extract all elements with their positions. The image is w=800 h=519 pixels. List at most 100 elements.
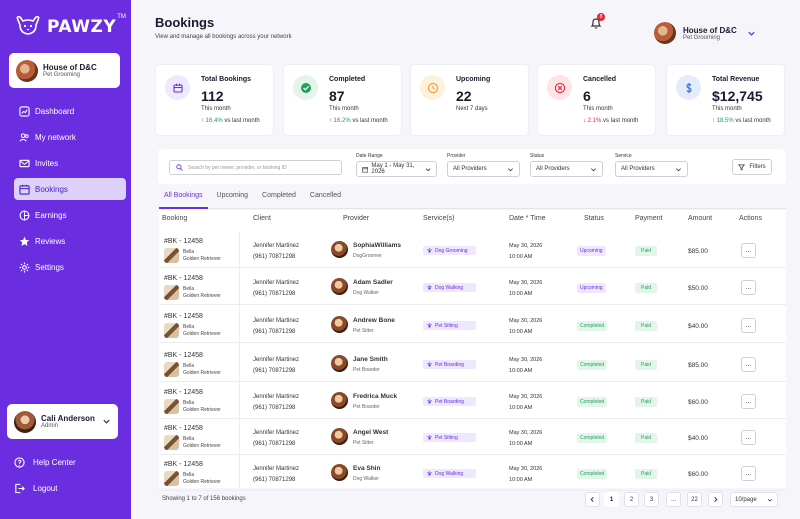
trademark: TM <box>117 14 126 20</box>
sidebar-item-earnings[interactable]: Earnings <box>14 204 126 226</box>
status-badge: Completed <box>577 433 608 443</box>
provider-name[interactable]: Fredrica Muck <box>353 393 398 400</box>
pet-info: Bella Golden Retriever <box>164 435 221 450</box>
page-button-2[interactable]: 2 <box>624 492 639 507</box>
header-org-avatar <box>654 22 676 44</box>
row-actions-button[interactable]: ... <box>741 280 756 295</box>
table-row[interactable]: #BK - 12458 Bella Golden Retriever Jennifer… <box>159 232 786 268</box>
table-row[interactable]: #BK - 12458 Bella Golden Retriever Jennifer… <box>159 419 786 455</box>
notifications-button[interactable]: 8 <box>590 13 605 30</box>
org-avatar <box>16 59 38 82</box>
search-placeholder: Search by pet owner, provider, or bookin… <box>188 164 287 171</box>
provider-select[interactable]: All Providers <box>447 161 520 177</box>
service-select[interactable]: All Providers <box>615 161 688 177</box>
sidebar: PAWZY TM House of D&C Pet Grooming Dashb… <box>0 0 131 519</box>
service-tag: Pet Sitting <box>423 433 476 442</box>
booking-id[interactable]: #BK - 12458 <box>164 313 203 320</box>
booking-id[interactable]: #BK - 12458 <box>164 461 203 468</box>
table-row[interactable]: #BK - 12458 Bella Golden Retriever Jennifer… <box>159 346 786 382</box>
booking-id[interactable]: #BK - 12458 <box>164 352 203 359</box>
provider-role: Pet Boarder <box>353 404 380 410</box>
row-actions-button[interactable]: ... <box>741 394 756 409</box>
booking-time: 10:00 AM <box>509 441 533 447</box>
user-name: Cali Anderson <box>41 414 95 423</box>
provider-avatar <box>331 355 348 372</box>
trend-arrow-icon: ↑ <box>329 118 334 124</box>
header-org-switcher[interactable]: House of D&C Pet Grooming <box>654 22 756 44</box>
sidebar-item-settings[interactable]: Settings <box>14 256 126 278</box>
table-row[interactable]: #BK - 12458 Bella Golden Retriever Jennifer… <box>159 383 786 419</box>
row-actions-button[interactable]: ... <box>741 466 756 481</box>
paw-icon <box>427 435 432 440</box>
booking-date: May 30, 2026 <box>509 430 543 436</box>
date-range-select[interactable]: May 1 - May 31, 2026 <box>356 161 437 177</box>
provider-name[interactable]: Andrew Bone <box>353 317 395 324</box>
booking-id[interactable]: #BK - 12458 <box>164 275 203 282</box>
sidebar-item-label: Earnings <box>35 210 67 220</box>
row-actions-button[interactable]: ... <box>741 357 756 372</box>
stat-value: $12,745 <box>712 88 763 104</box>
booking-id[interactable]: #BK - 12458 <box>164 238 203 245</box>
search-input[interactable]: Search by pet owner, provider, or bookin… <box>169 160 342 175</box>
status-filter: Status All Providers <box>530 153 603 177</box>
provider-name[interactable]: Angel West <box>353 429 389 436</box>
header-org-name: House of D&C <box>683 25 737 35</box>
row-actions-button[interactable]: ... <box>741 430 756 445</box>
help-center-label: Help Center <box>33 458 76 467</box>
provider-avatar <box>331 392 348 409</box>
client-phone: (961) 70871298 <box>253 329 296 335</box>
filter-bar: Search by pet owner, provider, or bookin… <box>158 149 786 184</box>
filters-button[interactable]: Filters <box>732 159 772 175</box>
logo[interactable]: PAWZY TM <box>14 14 126 38</box>
prev-page-button[interactable] <box>585 492 600 507</box>
client-name: Jennifer Martinez <box>253 357 300 363</box>
logout-link[interactable]: Logout <box>14 483 57 494</box>
service-filter: Service All Providers <box>615 153 688 177</box>
col-header-payment: Payment <box>635 215 663 222</box>
booking-tabs: All Bookings Upcoming Completed Cancelle… <box>159 190 786 209</box>
org-type: Pet Grooming <box>43 72 81 78</box>
pet-photo <box>164 248 179 263</box>
help-center-link[interactable]: Help Center <box>14 457 76 468</box>
table-row[interactable]: #BK - 12458 Bella Golden Retriever Jennifer… <box>159 455 786 491</box>
sidebar-item-bookings[interactable]: Bookings <box>14 178 126 200</box>
sidebar-item-my-network[interactable]: My network <box>14 126 126 148</box>
table-row[interactable]: #BK - 12458 Bella Golden Retriever Jennifer… <box>159 269 786 305</box>
notification-badge: 8 <box>597 13 605 21</box>
chevron-down-icon[interactable] <box>102 417 111 426</box>
stat-value: 22 <box>456 88 472 104</box>
date-range-label: Date Range <box>356 153 383 159</box>
table-row[interactable]: #BK - 12458 Bella Golden Retriever Jennifer… <box>159 307 786 343</box>
page-button-3[interactable]: 3 <box>644 492 659 507</box>
row-actions-button[interactable]: ... <box>741 318 756 333</box>
sidebar-item-invites[interactable]: Invites <box>14 152 126 174</box>
tab-cancelled[interactable]: Cancelled <box>309 192 342 199</box>
paw-icon <box>427 285 432 290</box>
sidebar-item-reviews[interactable]: Reviews <box>14 230 126 252</box>
provider-name[interactable]: SophiaWilliams <box>353 242 401 249</box>
next-page-button[interactable] <box>708 492 723 507</box>
status-select[interactable]: All Providers <box>530 161 603 177</box>
completed-icon <box>300 82 311 93</box>
booking-id[interactable]: #BK - 12458 <box>164 425 203 432</box>
provider-name[interactable]: Jane Smith <box>353 356 388 363</box>
booking-id[interactable]: #BK - 12458 <box>164 389 203 396</box>
page-button-22[interactable]: 22 <box>687 492 702 507</box>
date-range-filter: Date Range May 1 - May 31, 2026 <box>356 153 437 177</box>
user-card[interactable]: Cali Anderson Admin <box>7 404 118 439</box>
per-page-select[interactable]: 10/page <box>730 492 778 507</box>
tab-all-bookings[interactable]: All Bookings <box>159 190 208 209</box>
provider-name[interactable]: Adam Sadler <box>353 279 393 286</box>
org-card[interactable]: House of D&C Pet Grooming <box>9 53 120 88</box>
sidebar-item-dashboard[interactable]: Dashboard <box>14 100 126 122</box>
row-actions-button[interactable]: ... <box>741 243 756 258</box>
page-button-1[interactable]: 1 <box>604 492 619 507</box>
pet-photo <box>164 362 179 377</box>
sidebar-item-label: Dashboard <box>35 106 75 116</box>
tab-completed[interactable]: Completed <box>262 192 296 199</box>
calendar-icon <box>362 166 369 172</box>
stat-period: This month <box>329 106 359 112</box>
tab-upcoming[interactable]: Upcoming <box>216 192 249 199</box>
provider-name[interactable]: Eva Shin <box>353 465 381 472</box>
service-name: Dog Grooming <box>435 247 468 254</box>
